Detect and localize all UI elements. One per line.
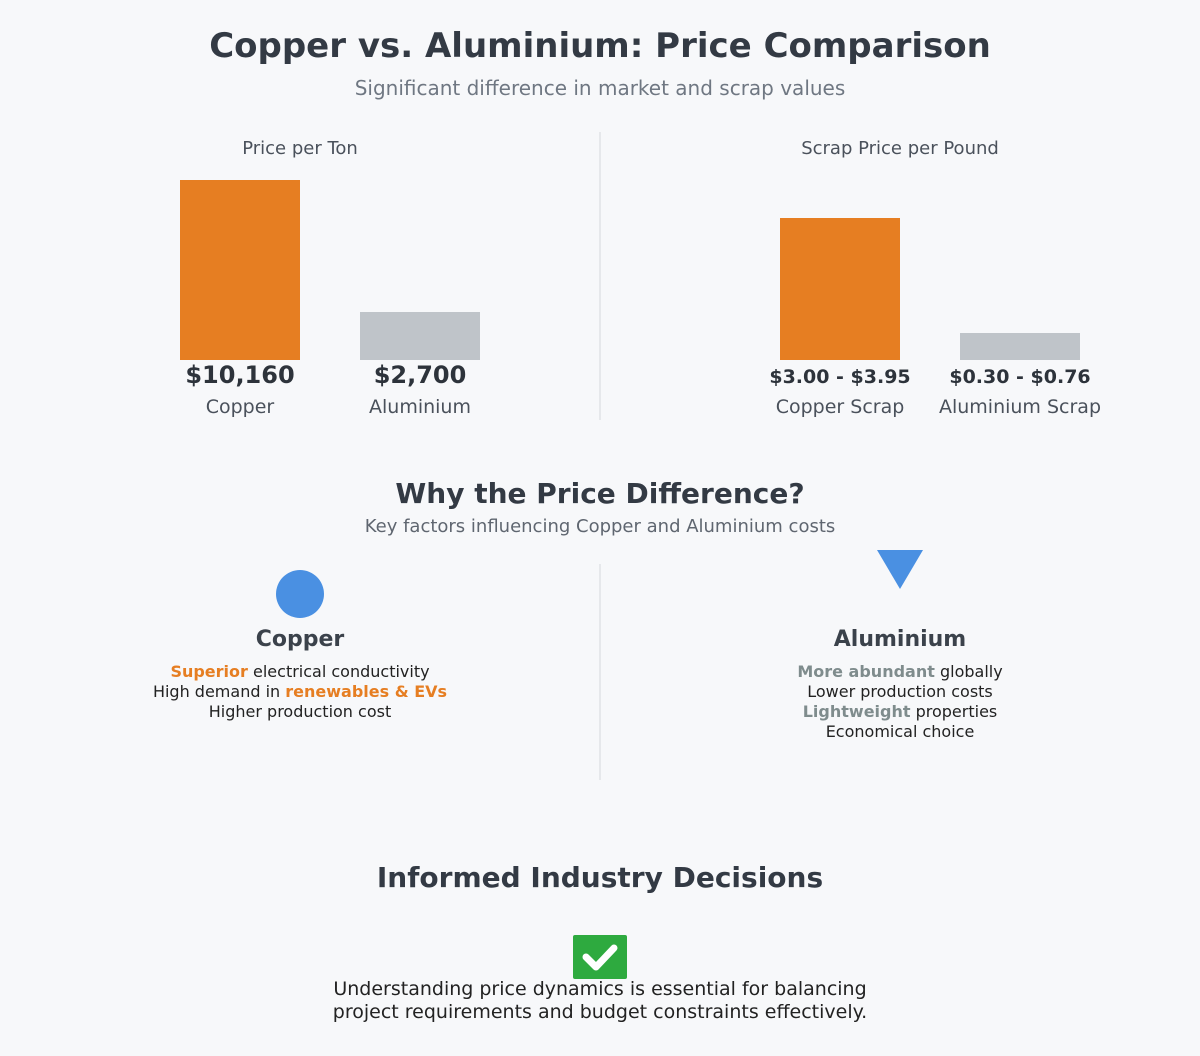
category-label-aluminium: Aluminium bbox=[369, 396, 471, 418]
copper-factor-1: Superior electrical conductivity bbox=[100, 662, 500, 682]
bar-copper bbox=[180, 180, 300, 360]
decisions-title: Informed Industry Decisions bbox=[376, 861, 824, 894]
category-label-copper: Copper bbox=[205, 396, 275, 418]
why-section-subtitle: Key factors influencing Copper and Alumi… bbox=[364, 516, 836, 537]
category-label-copper-scrap: Copper Scrap bbox=[775, 396, 905, 418]
copper-factor-1-highlight: Superior bbox=[170, 662, 248, 681]
value-label-aluminium: $2,700 bbox=[373, 361, 467, 389]
triangle-down-icon bbox=[877, 550, 923, 589]
bar-aluminium-scrap bbox=[960, 332, 1080, 360]
factors-divider bbox=[599, 564, 601, 780]
scrap-price-chart: $3.00 - $3.95 $0.30 - $0.76 Copper Scrap… bbox=[0, 0, 1200, 430]
chart-title-price-per-ton: Price per Ton bbox=[242, 138, 358, 159]
copper-heading: Copper bbox=[255, 627, 345, 652]
category-label-aluminium-scrap: Aluminium Scrap bbox=[938, 396, 1102, 418]
copper-factor-3: Higher production cost bbox=[208, 702, 392, 721]
chart-title-scrap-price: Scrap Price per Pound bbox=[801, 138, 999, 159]
aluminium-factor-3-highlight: Lightweight bbox=[802, 702, 911, 721]
bar-copper-scrap bbox=[780, 218, 900, 360]
aluminium-factor-1-text: globally bbox=[934, 662, 1003, 681]
aluminium-factor-2: Lower production costs bbox=[807, 682, 993, 701]
value-label-copper-scrap: $3.00 - $3.95 bbox=[769, 366, 911, 388]
checkmark-icon bbox=[573, 935, 627, 979]
circle-icon bbox=[276, 570, 324, 618]
aluminium-factor-1: More abundant globally bbox=[700, 662, 1100, 682]
copper-factor-2-text: High demand in bbox=[152, 682, 286, 701]
decisions-line-2: project requirements and budget constrai… bbox=[332, 1001, 868, 1023]
page-title: Copper vs. Aluminium: Price Comparison bbox=[209, 26, 991, 66]
aluminium-factor-4: Economical choice bbox=[825, 722, 975, 741]
chart-divider bbox=[599, 132, 601, 420]
aluminium-factor-3: Lightweight properties bbox=[700, 702, 1100, 722]
aluminium-factor-1-highlight: More abundant bbox=[797, 662, 935, 681]
decisions-line-1: Understanding price dynamics is essentia… bbox=[333, 978, 867, 1000]
bar-aluminium bbox=[360, 312, 480, 360]
value-label-copper: $10,160 bbox=[185, 361, 295, 389]
copper-factor-2: High demand in renewables & EVs bbox=[100, 682, 500, 702]
copper-factor-1-text: electrical conductivity bbox=[247, 662, 430, 681]
aluminium-heading: Aluminium bbox=[833, 627, 967, 652]
page-subtitle: Significant difference in market and scr… bbox=[354, 76, 846, 100]
why-section-title: Why the Price Difference? bbox=[395, 477, 805, 510]
aluminium-factor-3-text: properties bbox=[910, 702, 998, 721]
price-per-ton-chart: $10,160 $2,700 Copper Aluminium bbox=[0, 0, 600, 430]
value-label-aluminium-scrap: $0.30 - $0.76 bbox=[949, 366, 1091, 388]
copper-factor-2-highlight: renewables & EVs bbox=[285, 682, 448, 701]
